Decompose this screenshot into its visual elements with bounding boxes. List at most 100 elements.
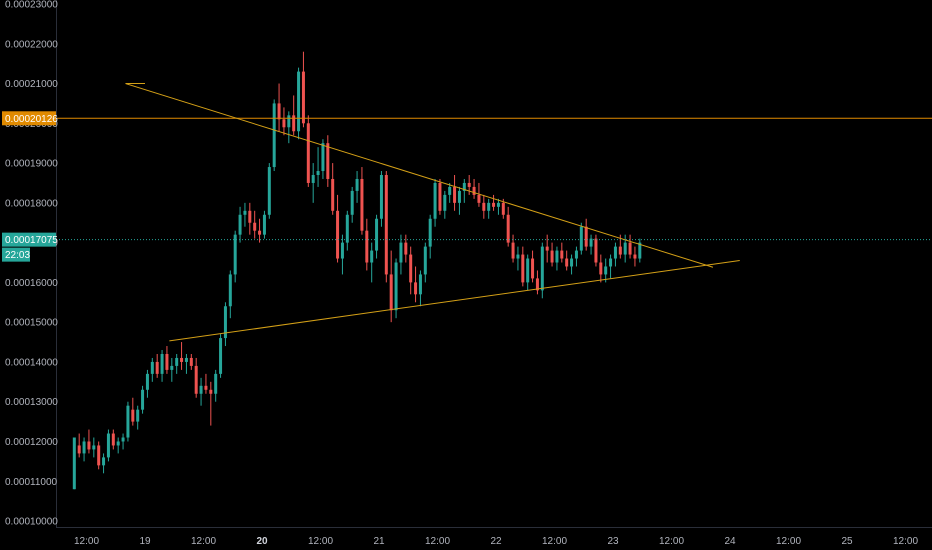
y-tick-label: 0.00022000: [5, 39, 58, 50]
candle: [453, 175, 457, 211]
candle: [267, 163, 271, 219]
tag-background: [2, 232, 56, 247]
candle-body: [282, 119, 286, 128]
x-tick-label: 24: [724, 536, 736, 547]
candle: [165, 346, 169, 374]
price-axis[interactable]: 0.00010000 0.00011000 0.00012000 0.00013000…: [5, 0, 58, 528]
candle-body: [584, 226, 588, 247]
candle-body: [438, 182, 442, 211]
candle: [321, 139, 325, 179]
candle: [126, 401, 130, 442]
candle: [384, 171, 388, 283]
candle: [633, 246, 637, 267]
time-axis[interactable]: 12:00 19 12:00 20 12:00 21 12:00 22 12:00 23 12:00…: [56, 527, 932, 548]
candle: [180, 342, 184, 370]
candle-body: [423, 246, 427, 275]
candle-body: [579, 226, 583, 251]
tag-label: 0.00020126: [5, 114, 58, 125]
candle-body: [243, 210, 247, 215]
candle-body: [467, 182, 471, 187]
candle-body: [594, 238, 598, 263]
candle-body: [370, 250, 374, 263]
candle-body: [482, 202, 486, 211]
drawing-layer[interactable]: [56, 83, 932, 342]
y-tick-label: 0.00016000: [5, 278, 58, 289]
candle-body: [545, 246, 549, 251]
candle-body: [433, 182, 437, 219]
candle-body: [638, 242, 642, 259]
candle-body: [189, 357, 193, 366]
candle: [375, 214, 379, 259]
tag-background: [2, 111, 56, 126]
candle: [258, 218, 262, 243]
candle: [194, 357, 198, 398]
candle: [297, 67, 301, 140]
x-tick-label: 22: [490, 536, 502, 547]
candle-body: [623, 242, 627, 255]
candle-body: [321, 143, 325, 172]
candle-body: [180, 357, 184, 362]
candle-body: [126, 405, 130, 438]
y-tick-label: 0.00012000: [5, 437, 58, 448]
candle-body: [516, 254, 520, 259]
candle-body: [141, 389, 145, 410]
candle-body: [82, 441, 86, 454]
candle: [350, 186, 354, 223]
candle-body: [316, 171, 320, 176]
candle-body: [111, 433, 115, 446]
x-tick-label: 23: [607, 536, 619, 547]
candle: [228, 270, 232, 319]
candle: [272, 99, 276, 172]
candle: [184, 353, 188, 374]
candle-body: [184, 357, 188, 362]
candle-body: [102, 457, 106, 466]
upper-trendline[interactable]: [125, 83, 714, 268]
candle-body: [306, 123, 310, 183]
candle: [97, 441, 101, 470]
candle-body: [258, 230, 262, 235]
candle: [316, 147, 320, 187]
candle: [292, 95, 296, 136]
candle-body: [248, 210, 252, 223]
candle-body: [311, 175, 315, 183]
lower-trendline[interactable]: [169, 260, 740, 342]
candle-body: [360, 178, 364, 231]
candle: [409, 246, 413, 295]
candle-body: [233, 234, 237, 275]
candle: [584, 218, 588, 251]
candle: [482, 194, 486, 219]
x-tick-label: 20: [256, 536, 268, 547]
candle-body: [570, 258, 574, 267]
candle: [496, 198, 500, 215]
candle-body: [477, 194, 481, 203]
candle: [243, 202, 247, 227]
x-tick-label: 25: [841, 536, 853, 547]
candle-body: [228, 274, 232, 307]
candle-body: [633, 254, 637, 259]
candle: [131, 397, 135, 426]
candle-body: [131, 409, 135, 422]
candle-body: [379, 175, 383, 219]
candle-body: [492, 202, 496, 207]
candle: [111, 429, 115, 450]
candle: [487, 198, 491, 219]
candle: [370, 242, 374, 283]
candle: [526, 254, 530, 291]
candle: [116, 437, 120, 454]
candle: [389, 250, 393, 323]
tag-label: 0.00017075: [5, 235, 58, 246]
candle: [570, 254, 574, 275]
candle: [365, 218, 369, 271]
countdown-label: 22:03: [5, 250, 30, 261]
y-tick-label: 0.00010000: [5, 517, 58, 528]
y-tick-label: 0.00018000: [5, 198, 58, 209]
y-tick-label: 0.00023000: [5, 0, 58, 10]
candle: [613, 242, 617, 267]
candle: [253, 210, 257, 239]
candle-body: [145, 373, 149, 390]
last-price-tag: 0.00017075: [2, 232, 58, 247]
candle: [438, 178, 442, 215]
y-tick-label: 0.00011000: [5, 477, 58, 488]
